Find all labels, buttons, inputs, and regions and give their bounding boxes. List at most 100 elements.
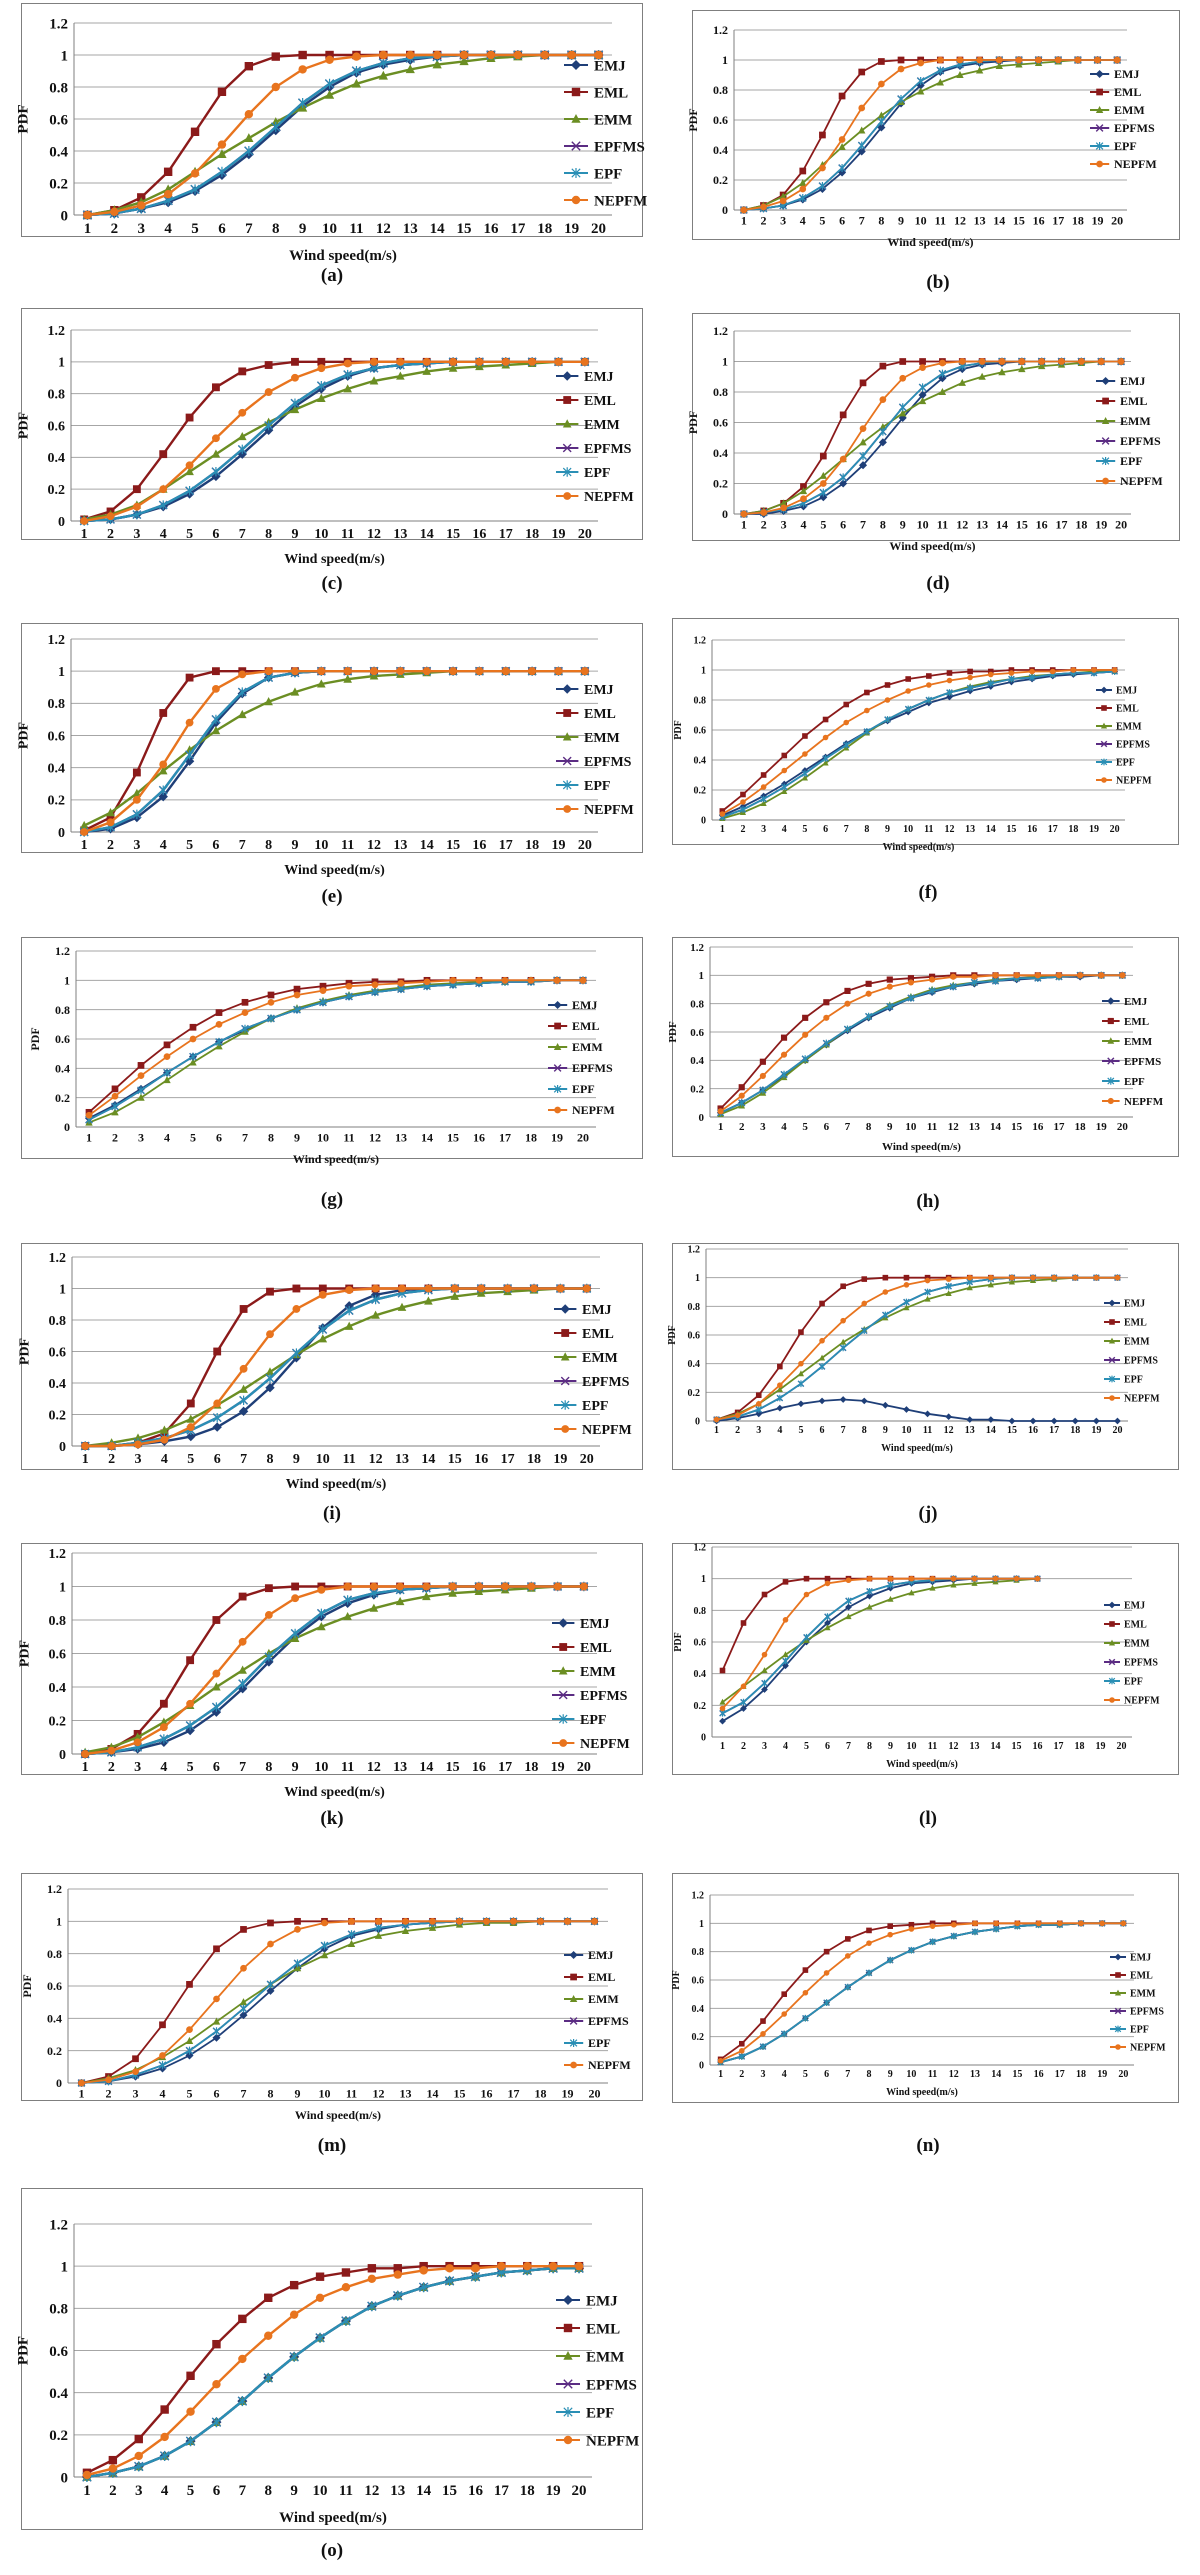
x-tick-label: 20 [591, 221, 606, 237]
data-point [929, 1575, 936, 1582]
legend-marker [1095, 69, 1104, 79]
legend-marker [559, 1643, 568, 1651]
data-point [887, 1595, 894, 1602]
data-point [244, 145, 254, 157]
x-tick-label: 2 [735, 1425, 740, 1436]
series-line [743, 360, 1122, 515]
data-point [740, 1620, 747, 1626]
data-point [241, 998, 249, 1006]
data-point [1030, 1274, 1036, 1281]
x-tick-label: 3 [761, 2069, 766, 2080]
legend-label: EPFMS [1114, 121, 1155, 135]
legend-label: EPF [572, 1082, 595, 1096]
legend-label: EPF [594, 166, 622, 182]
legend-item: EPFMS [564, 2014, 629, 2028]
series-emj [77, 1917, 599, 2088]
x-tick-label: 11 [343, 1452, 356, 1467]
series-line [720, 974, 1123, 1113]
data-point [419, 2266, 428, 2275]
data-point [107, 1442, 116, 1450]
chart-panel-k: 0 0.2 0.4 0.6 0.8 1 1.2 1 2 3 4 5 6 7 8 9 10 11 12 13 14 15 16… [16, 1543, 648, 1843]
x-tick-label: 7 [845, 2069, 850, 2080]
x-tick-label: 2 [108, 1452, 115, 1467]
y-axis: 00.20.40.60.811.2 [48, 324, 72, 530]
data-point [819, 164, 826, 172]
x-tick-label: 7 [859, 213, 865, 227]
chart-caption: (c) [321, 573, 343, 594]
x-tick-label: 12 [376, 221, 391, 237]
legend-item: EPFMS [1090, 121, 1155, 135]
x-tick-label: 19 [1095, 517, 1107, 531]
data-point [190, 184, 200, 195]
data-point [759, 1058, 766, 1065]
data-point [271, 52, 280, 61]
x-tick-label: 8 [265, 2483, 273, 2499]
data-point [975, 66, 984, 74]
y-axis-title: PDF [667, 1021, 679, 1043]
data-point [740, 1698, 747, 1706]
data-point [289, 2351, 299, 2362]
legend-item: NEPFM [554, 1423, 632, 1438]
legend-label: EMM [584, 418, 620, 433]
series-nepfm [80, 667, 589, 836]
data-point [779, 192, 787, 200]
chart-svg: 00.20.40.60.811.21 2 3 4 5 6 7 8 9 10 11 12 13 14 15 16… [20, 1882, 631, 2122]
data-point [1097, 358, 1105, 365]
legend-item: EMM [1104, 1337, 1150, 1348]
x-tick-label: 16 [472, 527, 486, 542]
data-point [343, 384, 352, 393]
data-point [370, 1290, 381, 1300]
legend-marker [562, 371, 572, 381]
x-tick-label: 1 [714, 1425, 719, 1436]
x-tick-label: 15 [1012, 1741, 1022, 1752]
series-line [81, 1920, 595, 2084]
data-point [899, 409, 907, 417]
data-point [267, 991, 275, 999]
x-tick-label: 1 [718, 2069, 723, 2080]
legend-item: EMM [1096, 722, 1142, 733]
gridlines [76, 950, 596, 1128]
x-tick-label: 7 [841, 1425, 846, 1436]
x-tick-label: 5 [187, 1452, 194, 1467]
data-point [919, 364, 926, 371]
chart-panel-e: 0 0.2 0.4 0.6 0.8 1 1.2 1 2 3 4 5 6 7 8 9 10 11 12 13 14 15 16… [16, 623, 648, 923]
legend-item: EML [1104, 1620, 1147, 1631]
chart-svg: 00.20.40.60.811.21 2 3 4 5 6 7 8 9 10 11 12 13 14 15 16… [686, 23, 1157, 249]
data-point [802, 733, 808, 739]
legend-item: EPF [554, 1399, 608, 1414]
legend-marker [569, 2038, 578, 2048]
legend-marker [1108, 1356, 1116, 1364]
legend-marker [1107, 1057, 1115, 1065]
y-tick-label: 0.2 [49, 1408, 67, 1423]
data-point [132, 509, 142, 520]
data-point [857, 141, 866, 150]
data-point [159, 485, 168, 494]
series-nepfm [713, 1274, 1121, 1423]
data-point [740, 206, 748, 214]
data-point [343, 1595, 352, 1605]
x-tick-label: 7 [241, 2086, 247, 2100]
x-tick-label: 19 [551, 1130, 563, 1144]
x-tick-label: 7 [860, 517, 866, 531]
y-axis-title: PDF [17, 412, 32, 439]
series-nepfm [78, 1917, 598, 2087]
data-point [877, 111, 886, 119]
data-point [719, 1717, 726, 1725]
y-tick-label: 0.4 [48, 451, 66, 466]
data-point [899, 358, 907, 365]
data-point [318, 1284, 327, 1293]
y-axis-title: PDF [18, 1338, 33, 1365]
y-tick-label: 1.2 [694, 1543, 707, 1554]
data-point [401, 1927, 410, 1935]
data-point [397, 1302, 407, 1311]
y-axis: 00.20.40.60.811.2 [694, 1543, 713, 1744]
data-point [740, 799, 746, 805]
x-axis-title: Wind speed(m/s) [886, 1759, 958, 1770]
y-tick-label: 1 [58, 665, 65, 680]
x-tick-label: 12 [367, 838, 381, 853]
x-axis: 1 2 3 4 5 6 7 8 9 10 11 12 13 14 15 16 17 18 19 20 [71, 520, 598, 542]
series-emj [81, 2263, 585, 2483]
legend-item: EPFMS [554, 1375, 630, 1390]
